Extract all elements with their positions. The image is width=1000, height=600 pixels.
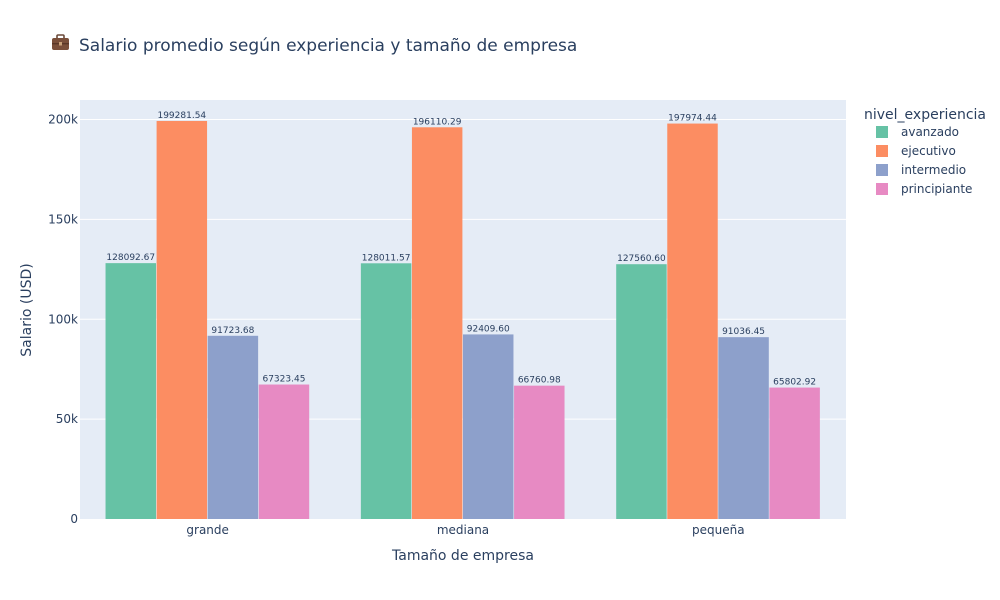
bar-ejecutivo-grande[interactable] — [156, 120, 208, 519]
legend-label: ejecutivo — [901, 144, 956, 158]
bar-ejecutivo-pequeña[interactable] — [667, 123, 718, 519]
data-label: 128011.57 — [362, 253, 411, 263]
legend-item-intermedio[interactable]: intermedio — [876, 163, 966, 177]
data-label: 91723.68 — [211, 326, 254, 336]
y-tick-label: 50k — [56, 412, 78, 426]
data-label: 199281.54 — [157, 111, 206, 121]
x-axis-ticks: grande mediana pequeña — [186, 523, 744, 537]
legend-label: intermedio — [901, 163, 966, 177]
bar-intermedio-pequeña[interactable] — [718, 337, 769, 519]
x-tick-label: mediana — [437, 523, 489, 537]
legend-swatch — [876, 126, 888, 138]
chart-title: Salario promedio según experiencia y tam… — [52, 34, 577, 56]
y-axis-title: Salario (USD) — [19, 263, 35, 356]
bar-intermedio-mediana[interactable] — [463, 334, 514, 519]
legend-title: nivel_experiencia — [864, 107, 986, 123]
legend-swatch — [876, 145, 888, 157]
y-tick-label: 100k — [48, 312, 78, 326]
legend-label: principiante — [901, 182, 972, 196]
legend-item-principiante[interactable]: principiante — [876, 182, 972, 196]
legend-item-avanzado[interactable]: avanzado — [876, 125, 959, 139]
data-label: 92409.60 — [467, 324, 510, 334]
x-tick-label: grande — [186, 523, 229, 537]
bar-principiante-pequeña[interactable] — [769, 387, 820, 519]
y-tick-label: 200k — [48, 113, 78, 127]
legend-label: avanzado — [901, 125, 959, 139]
bar-avanzado-pequeña[interactable] — [616, 264, 667, 519]
bar-ejecutivo-mediana[interactable] — [411, 127, 463, 520]
y-axis-ticks: 0 50k 100k 150k 200k — [48, 113, 78, 526]
bar-intermedio-grande[interactable] — [207, 335, 259, 519]
data-label: 65802.92 — [773, 378, 816, 388]
legend-swatch — [876, 183, 888, 195]
bar-avanzado-grande[interactable] — [105, 263, 156, 519]
x-axis-title: Tamaño de empresa — [391, 548, 534, 564]
data-label: 127560.60 — [617, 254, 666, 264]
y-tick-label: 150k — [48, 212, 78, 226]
x-tick-label: pequeña — [692, 523, 745, 537]
bars — [105, 120, 820, 520]
data-label: 91036.45 — [722, 327, 765, 337]
bar-avanzado-mediana[interactable] — [360, 263, 412, 519]
briefcase-icon — [52, 34, 69, 50]
data-label: 67323.45 — [262, 375, 305, 385]
legend-items: avanzado ejecutivo intermedio principiante — [876, 125, 972, 196]
data-labels: 128092.67 199281.54 91723.68 67323.45 128011… — [106, 111, 816, 388]
legend-swatch — [876, 164, 888, 176]
data-label: 128092.67 — [106, 253, 155, 263]
data-label: 66760.98 — [518, 376, 561, 386]
y-tick-label: 0 — [70, 512, 78, 526]
data-label: 197974.44 — [668, 114, 717, 124]
legend: nivel_experiencia avanzado ejecutivo inter… — [864, 107, 986, 196]
bar-principiante-grande[interactable] — [258, 384, 310, 519]
legend-item-ejecutivo[interactable]: ejecutivo — [876, 144, 956, 158]
bar-principiante-mediana[interactable] — [514, 385, 565, 519]
chart-title-text: Salario promedio según experiencia y tam… — [79, 36, 577, 56]
data-label: 196110.29 — [413, 117, 462, 127]
